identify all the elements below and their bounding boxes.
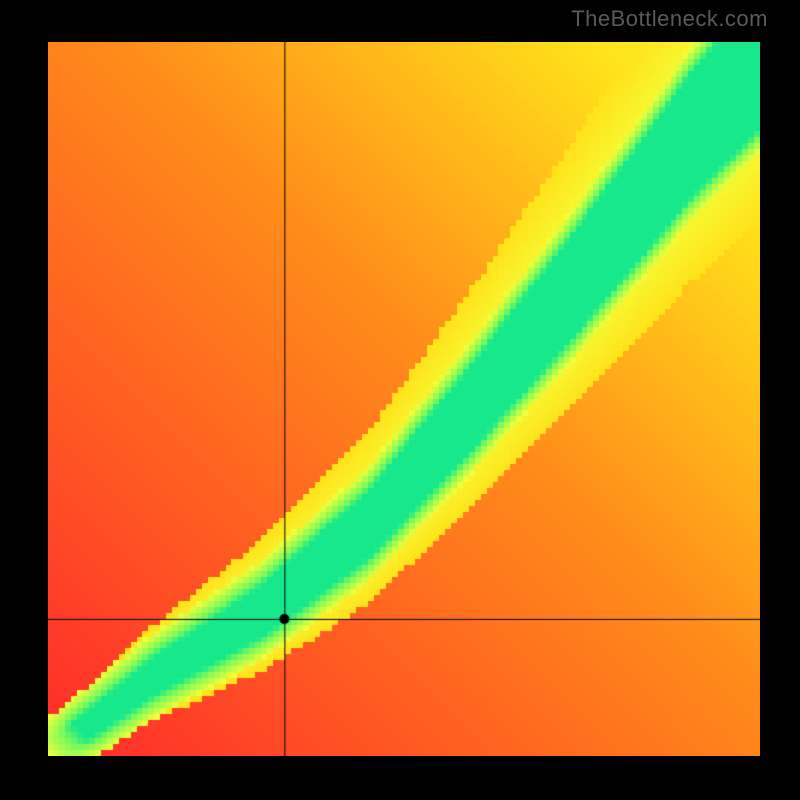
watermark-text: TheBottleneck.com (571, 6, 768, 32)
chart-frame: TheBottleneck.com (0, 0, 800, 800)
bottleneck-heatmap-canvas (48, 42, 760, 756)
